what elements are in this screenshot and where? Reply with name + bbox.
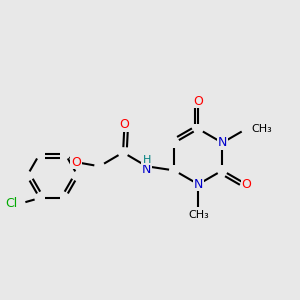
Text: O: O: [119, 118, 129, 131]
Text: Cl: Cl: [5, 197, 17, 210]
Text: CH₃: CH₃: [188, 210, 209, 220]
Text: O: O: [194, 95, 203, 108]
Text: O: O: [71, 156, 81, 169]
Text: H: H: [142, 155, 151, 165]
Text: N: N: [194, 178, 203, 191]
Text: N: N: [142, 163, 151, 176]
Text: O: O: [241, 178, 251, 191]
Text: CH₃: CH₃: [251, 124, 272, 134]
Text: N: N: [218, 136, 227, 149]
